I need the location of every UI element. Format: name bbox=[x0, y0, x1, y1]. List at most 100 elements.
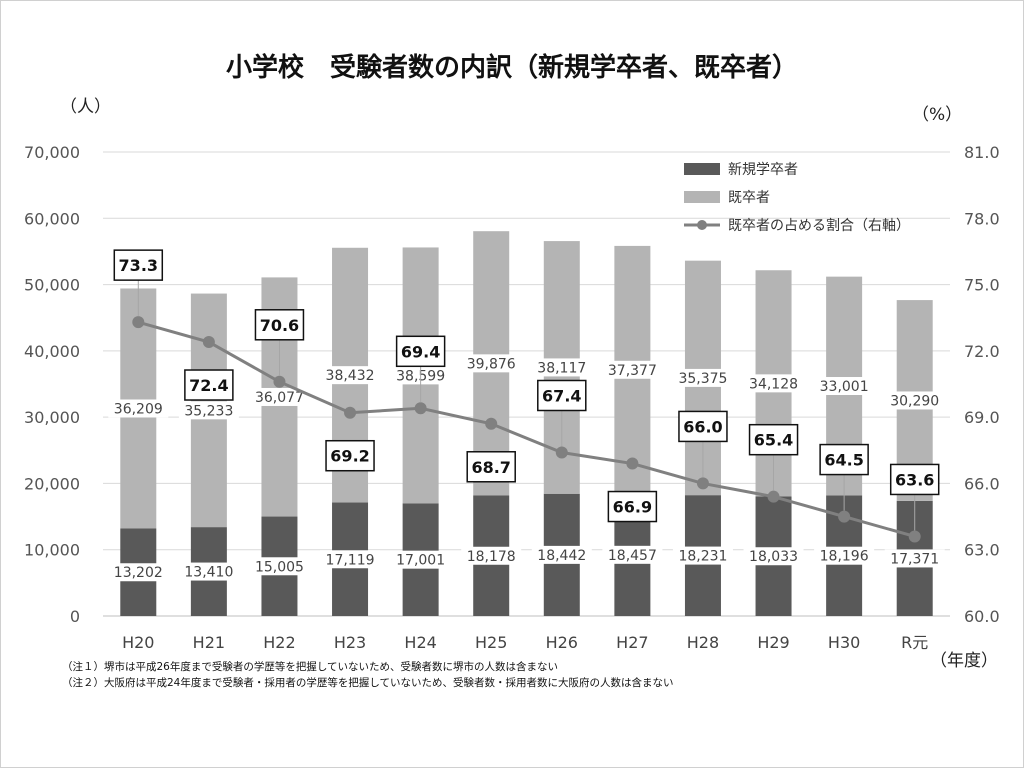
value-label-previous-graduates: 33,001 bbox=[820, 379, 869, 395]
legend-swatch-new-graduates bbox=[684, 163, 720, 175]
value-label-bg bbox=[743, 374, 804, 393]
x-tick-label: H30 bbox=[828, 633, 860, 652]
ratio-label-box bbox=[184, 369, 234, 401]
value-label-bg bbox=[672, 546, 733, 565]
ratio-label: 64.5 bbox=[824, 451, 863, 470]
y-right-tick-label: 63.0 bbox=[964, 541, 1000, 560]
ratio-label: 63.6 bbox=[895, 470, 934, 489]
value-label-bg bbox=[672, 368, 733, 387]
value-label-bg bbox=[814, 377, 875, 396]
value-label-previous-graduates: 36,209 bbox=[114, 401, 163, 417]
value-label-bg bbox=[178, 401, 239, 420]
ratio-marker bbox=[767, 490, 780, 503]
x-tick-label: H29 bbox=[757, 633, 789, 652]
x-tick-label: H20 bbox=[122, 633, 154, 652]
ratio-label-box bbox=[325, 439, 375, 472]
value-label-previous-graduates: 35,233 bbox=[184, 403, 233, 419]
ratio-label: 66.0 bbox=[683, 417, 722, 436]
value-label-bg bbox=[884, 391, 945, 410]
value-label-bg bbox=[602, 545, 663, 564]
ratio-label: 66.9 bbox=[613, 498, 652, 517]
left-axis-unit: （人） bbox=[60, 97, 111, 117]
y-left-tick-label: 20,000 bbox=[24, 474, 80, 493]
note-2: （注２）大阪府は平成24年度まで受験者・採用者の学歴等を把握していないため、受験… bbox=[62, 676, 674, 689]
y-left-tick-label: 70,000 bbox=[24, 143, 80, 162]
ratio-label: 73.3 bbox=[119, 256, 158, 275]
x-axis-ticks: H20 H21 H22 H23 H24 H25 H26 H27 H28 H29 H30 R元 bbox=[122, 633, 928, 652]
value-label-bg bbox=[390, 550, 451, 569]
value-label-bg bbox=[249, 557, 310, 576]
left-axis-ticks: 0 10,000 20,000 30,000 40,000 50,000 60,000 70,… bbox=[24, 143, 80, 626]
ratio-label: 65.4 bbox=[754, 431, 793, 450]
legend-label-new-graduates: 新規学卒者 bbox=[728, 162, 798, 178]
value-label-bg bbox=[461, 354, 522, 373]
ratio-label: 69.2 bbox=[330, 447, 369, 466]
value-label-new-graduates: 17,371 bbox=[890, 551, 939, 567]
value-label-previous-graduates: 34,128 bbox=[749, 376, 798, 392]
value-label-bg bbox=[178, 562, 239, 581]
x-tick-label: H22 bbox=[263, 633, 295, 652]
value-label-previous-graduates: 36,077 bbox=[255, 390, 304, 406]
y-right-tick-label: 60.0 bbox=[964, 607, 1000, 626]
ratio-marker bbox=[696, 477, 709, 490]
chart-title: 小学校 受験者数の内訳（新規学卒者、既卒者） bbox=[226, 52, 798, 83]
value-label-bg bbox=[743, 547, 804, 566]
ratio-label-box bbox=[819, 443, 869, 476]
ratio-label-box bbox=[607, 490, 658, 523]
value-label-new-graduates: 15,005 bbox=[255, 559, 304, 575]
ratio-label-box bbox=[748, 423, 799, 456]
value-label-bg bbox=[108, 399, 169, 418]
ratio-label: 69.4 bbox=[401, 342, 440, 361]
ratio-line bbox=[137, 320, 916, 538]
legend-label-ratio: 既卒者の占める割合（右軸） bbox=[728, 217, 910, 234]
ratio-label: 67.4 bbox=[542, 386, 581, 405]
value-label-bg bbox=[461, 546, 522, 565]
value-label-bg bbox=[249, 387, 310, 406]
value-label-new-graduates: 18,442 bbox=[537, 548, 586, 564]
value-label-bg bbox=[531, 358, 592, 377]
y-left-tick-label: 30,000 bbox=[24, 408, 80, 427]
x-tick-label: H28 bbox=[687, 633, 719, 652]
ratio-marker bbox=[626, 457, 639, 470]
value-label-previous-graduates: 39,876 bbox=[467, 356, 516, 372]
ratio-label: 68.7 bbox=[471, 458, 510, 477]
y-right-tick-label: 72.0 bbox=[964, 342, 1000, 361]
legend-label-previous-graduates: 既卒者 bbox=[728, 190, 770, 206]
ratio-label-box bbox=[889, 463, 940, 496]
ratio-marker bbox=[838, 510, 851, 523]
y-right-tick-label: 81.0 bbox=[964, 143, 1000, 162]
legend: 新規学卒者 既卒者 既卒者の占める割合（右軸） bbox=[684, 162, 910, 234]
y-right-tick-label: 69.0 bbox=[964, 408, 1000, 427]
y-left-tick-label: 0 bbox=[70, 607, 80, 626]
value-label-new-graduates: 18,033 bbox=[749, 549, 798, 565]
y-right-tick-label: 66.0 bbox=[964, 474, 1000, 493]
ratio-marker bbox=[344, 406, 357, 419]
legend-swatch-ratio-marker bbox=[697, 220, 707, 230]
ratio-label-box bbox=[537, 379, 587, 412]
value-label-bg bbox=[884, 549, 945, 568]
ratio-label: 72.4 bbox=[189, 376, 228, 395]
y-right-tick-label: 78.0 bbox=[964, 209, 1000, 228]
value-label-new-graduates: 18,178 bbox=[467, 549, 516, 565]
y-right-tick-label: 75.0 bbox=[964, 276, 1000, 295]
value-label-bg bbox=[814, 546, 875, 565]
x-tick-label: H23 bbox=[334, 633, 366, 652]
y-left-tick-label: 40,000 bbox=[24, 342, 80, 361]
value-label-bg bbox=[602, 360, 663, 379]
ratio-marker bbox=[908, 530, 921, 543]
value-label-new-graduates: 18,231 bbox=[678, 549, 727, 565]
value-label-bg bbox=[108, 563, 169, 582]
ratio-label-box bbox=[113, 249, 164, 281]
x-tick-label: H24 bbox=[404, 633, 436, 652]
x-tick-label: R元 bbox=[901, 633, 928, 652]
bars: 13,202 36,209 13,410 35,233 15,005 36,077 17,1… bbox=[108, 231, 945, 616]
ratio-marker bbox=[414, 402, 427, 415]
right-axis-unit: （%） bbox=[912, 105, 962, 125]
gridlines bbox=[103, 151, 950, 617]
ratio-label-box bbox=[395, 335, 446, 368]
ratio-marker bbox=[555, 446, 568, 459]
ratio-marker bbox=[202, 336, 215, 349]
ratio-label-box bbox=[466, 451, 516, 483]
x-tick-label: H27 bbox=[616, 633, 648, 652]
